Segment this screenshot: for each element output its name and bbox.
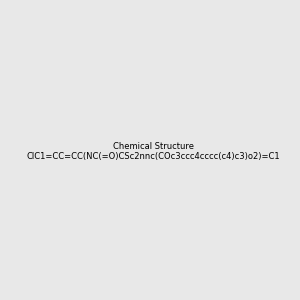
Text: Chemical Structure
ClC1=CC=CC(NC(=O)CSc2nnc(COc3ccc4cccc(c4)c3)o2)=C1: Chemical Structure ClC1=CC=CC(NC(=O)CSc2… (27, 142, 280, 161)
